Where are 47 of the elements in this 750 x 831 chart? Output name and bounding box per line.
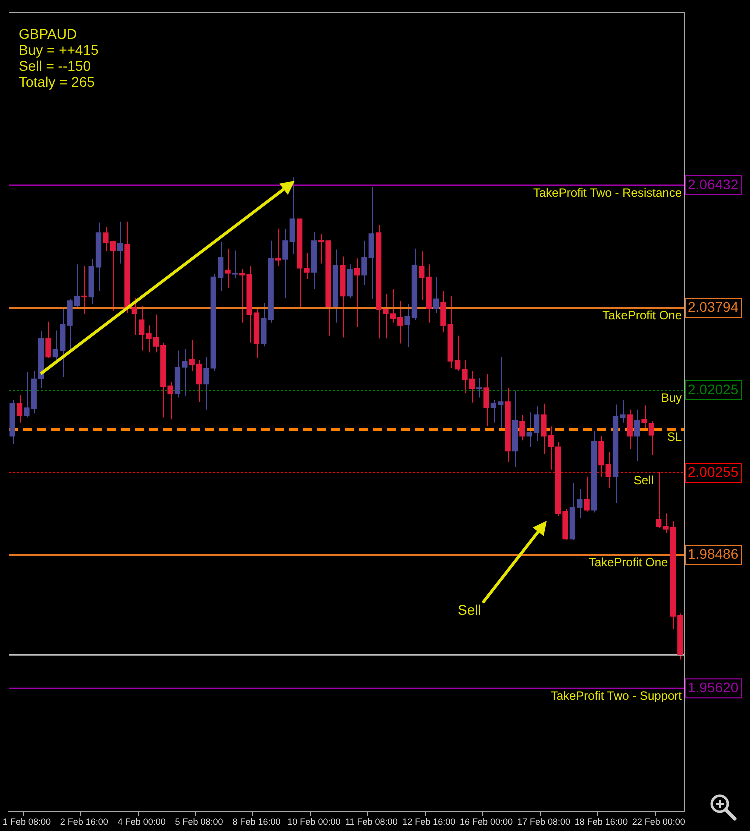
x-tick-label: 2 Feb 16:00 xyxy=(60,816,108,827)
ref-line-label: Sell xyxy=(634,473,654,488)
candlestick xyxy=(520,414,526,442)
candlestick xyxy=(476,378,482,398)
x-tick-label: 17 Feb 08:00 xyxy=(517,816,570,827)
x-tick-label: 16 Feb 00:00 xyxy=(460,816,514,827)
candlestick xyxy=(354,258,360,328)
y-tick-label: 2.06432 xyxy=(688,176,739,192)
annotation: Sell = --150 xyxy=(19,58,91,74)
ref-line-label: Buy xyxy=(661,390,682,405)
candlestick xyxy=(433,276,440,314)
candlestick xyxy=(419,251,425,301)
ref-line-label: TakeProfit One xyxy=(588,556,669,570)
ref-line-label: TakeProfit Two - Support xyxy=(550,688,683,703)
candlestick xyxy=(225,248,231,289)
candlestick xyxy=(232,250,238,279)
candlestick xyxy=(46,321,52,359)
candlestick xyxy=(484,374,490,428)
x-tick-label: 1 Feb 08:00 xyxy=(2,816,51,827)
ref-line-label: TakeProfit Two - Resistance xyxy=(533,186,682,200)
x-tick-label: 12 Feb 16:00 xyxy=(402,816,456,827)
text: GBPAUD xyxy=(19,26,78,42)
x-tick-label: 18 Feb 16:00 xyxy=(574,816,628,827)
y-tick-label: 1.95620 xyxy=(688,680,739,696)
candlestick xyxy=(642,405,648,432)
candlestick xyxy=(275,228,282,268)
ref-line-label: SL xyxy=(667,430,682,444)
x-tick-label: 5 Feb 08:00 xyxy=(175,816,224,827)
x-tick-label: 10 Feb 00:00 xyxy=(288,816,341,827)
annotation: Sell xyxy=(458,602,482,618)
candlestick xyxy=(648,421,655,456)
y-tick-label: 2.02025 xyxy=(688,381,739,398)
candlestick xyxy=(16,394,23,424)
candlestick xyxy=(627,409,633,450)
ref-line-label: TakeProfit One xyxy=(602,308,682,323)
annotation: Totaly = 265 xyxy=(19,74,95,90)
candlestick xyxy=(634,409,640,462)
y-tick-label: 2.00255 xyxy=(688,464,739,480)
x-tick-label: 8 Feb 16:00 xyxy=(232,816,281,827)
annotation: Buy = ++415 xyxy=(19,42,99,58)
candlestick xyxy=(584,476,590,512)
x-tick-label: 11 Feb 08:00 xyxy=(345,816,398,827)
candlestick xyxy=(117,221,124,264)
x-tick-label: 4 Feb 00:00 xyxy=(118,816,166,827)
y-tick-label: 1.98486 xyxy=(688,546,739,562)
x-tick-label: 22 Feb 00:00 xyxy=(632,816,686,827)
y-tick-label: 2.03794 xyxy=(688,299,739,316)
